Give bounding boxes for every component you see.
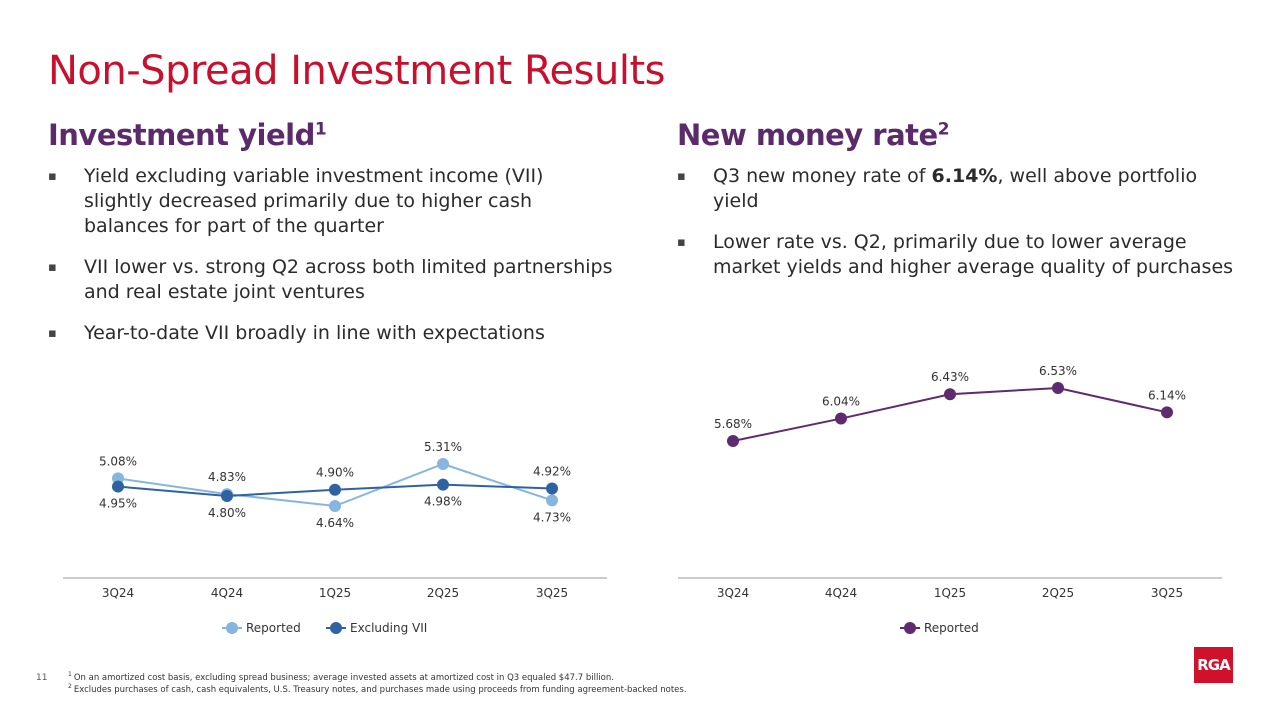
x-tick-label: 3Q25	[536, 586, 568, 600]
footnote-ref: 2	[937, 119, 950, 140]
heading-text: New money rate	[677, 118, 938, 152]
data-label: 4.92%	[533, 464, 571, 478]
heading-text: Investment yield	[48, 118, 315, 152]
data-point	[1052, 382, 1064, 394]
legend-label: Reported	[924, 621, 979, 635]
x-tick-label: 3Q24	[717, 586, 749, 600]
data-label: 4.83%	[208, 470, 246, 484]
page-number: 11	[36, 673, 48, 683]
data-label: 6.53%	[1039, 364, 1077, 378]
legend-swatch	[226, 622, 238, 634]
data-point	[329, 500, 341, 512]
bullet: Q3 new money rate of 6.14%, well above p…	[677, 164, 1237, 214]
bullet-text: Lower rate vs. Q2, primarily due to lowe…	[713, 231, 1234, 278]
slide-title: Non-Spread Investment Results	[48, 48, 665, 94]
legend-swatch	[904, 622, 916, 634]
data-label: 4.90%	[316, 466, 354, 480]
data-label: 5.68%	[714, 417, 752, 431]
logo: RGA	[1194, 647, 1233, 683]
data-point	[546, 494, 558, 507]
data-point	[437, 458, 449, 470]
data-label: 6.43%	[931, 370, 969, 384]
footnote-ref: 1	[314, 119, 327, 140]
bullet-text: Q3 new money rate of	[713, 165, 932, 187]
footnote-text: On an amortized cost basis, excluding sp…	[73, 672, 614, 683]
x-tick-label: 1Q25	[934, 586, 966, 600]
data-label: 4.73%	[533, 510, 571, 524]
bullet-list: Yield excluding variable investment inco…	[48, 164, 618, 362]
footnote: 1 On an amortized cost basis, excluding s…	[68, 671, 614, 683]
data-label: 6.14%	[1148, 388, 1186, 402]
x-tick-label: 4Q24	[825, 586, 857, 600]
bullet: Yield excluding variable investment inco…	[48, 164, 618, 239]
data-point	[835, 412, 847, 425]
section-heading: Investment yield1	[48, 118, 327, 152]
data-label: 6.04%	[822, 395, 860, 409]
bullet-list: Q3 new money rate of 6.14%, well above p…	[677, 164, 1237, 296]
data-label: 4.64%	[316, 516, 354, 530]
x-tick-label: 2Q25	[1042, 586, 1074, 600]
data-label: 4.80%	[208, 506, 246, 520]
legend-label: Excluding VII	[350, 621, 427, 635]
data-label: 4.95%	[99, 497, 137, 511]
bullet-emphasis: 6.14%	[931, 165, 998, 187]
data-point	[727, 435, 739, 447]
bullet: Year-to-date VII broadly in line with ex…	[48, 321, 618, 346]
x-tick-label: 2Q25	[427, 586, 459, 600]
footnote-mark: 2	[68, 683, 72, 690]
bullet: Lower rate vs. Q2, primarily due to lowe…	[677, 230, 1237, 280]
legend-swatch	[330, 622, 342, 634]
data-point	[1161, 406, 1173, 419]
data-label: 5.08%	[99, 454, 137, 468]
x-tick-label: 1Q25	[319, 586, 351, 600]
data-point	[221, 489, 233, 502]
data-label: 4.98%	[424, 495, 462, 509]
x-tick-label: 3Q25	[1151, 586, 1183, 600]
footnote: 2 Excludes purchases of cash, cash equiva…	[68, 683, 687, 695]
footnote-text: Excludes purchases of cash, cash equival…	[73, 684, 687, 695]
data-point	[112, 480, 124, 493]
bullet-text: , well above portfolio yield	[713, 165, 1198, 212]
data-point	[437, 478, 449, 491]
legend-label: Reported	[246, 621, 301, 635]
data-point	[944, 388, 956, 401]
data-point	[546, 482, 558, 495]
section-heading: New money rate2	[677, 118, 950, 152]
data-label: 5.31%	[424, 440, 462, 454]
x-tick-label: 4Q24	[211, 586, 243, 600]
footnote-mark: 1	[68, 671, 72, 678]
bullet: VII lower vs. strong Q2 across both limi…	[48, 255, 618, 305]
data-point	[329, 483, 341, 496]
x-tick-label: 3Q24	[102, 586, 134, 600]
